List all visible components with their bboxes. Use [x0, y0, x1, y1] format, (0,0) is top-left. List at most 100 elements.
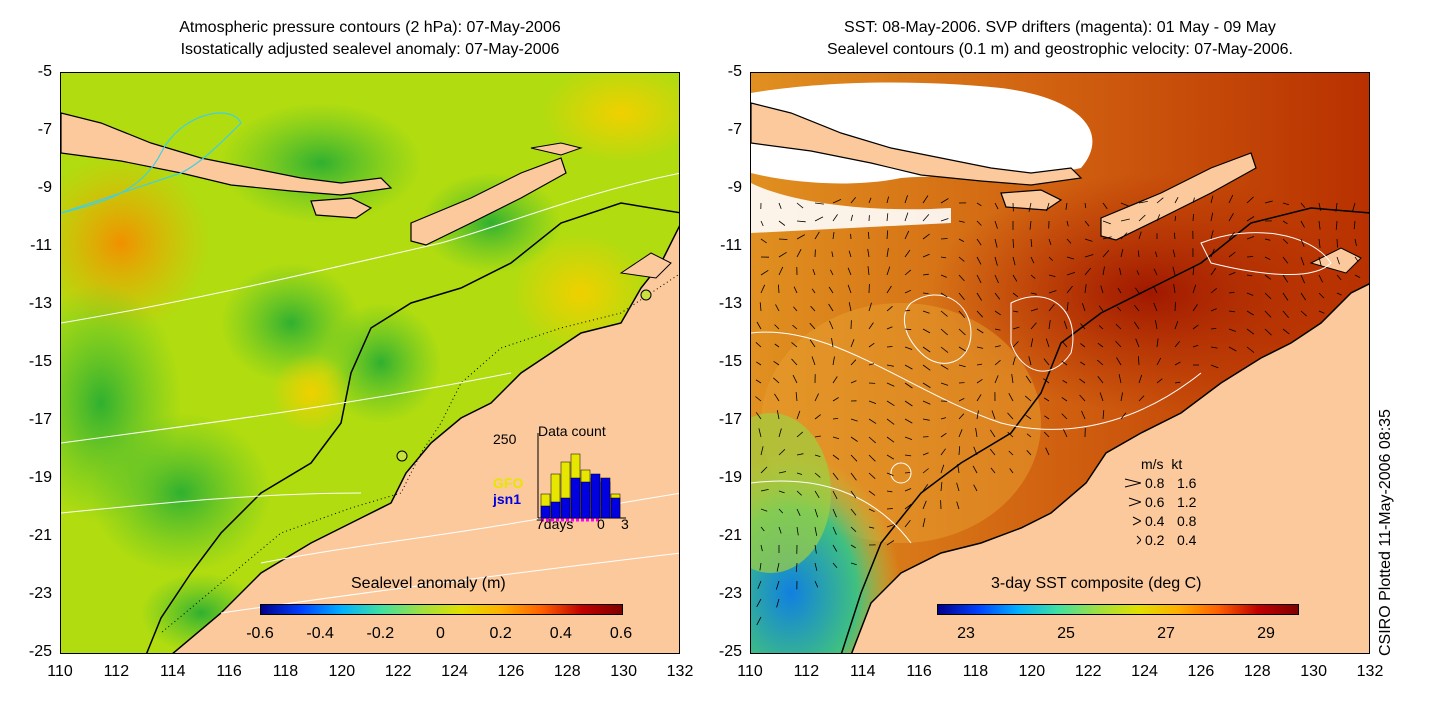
velocity-arrow [1264, 310, 1272, 318]
velocity-arrow [868, 400, 877, 404]
velocity-arrow [796, 249, 802, 258]
velocity-arrow [958, 328, 966, 336]
velocity-arrow [831, 251, 834, 258]
velocity-arrow [1115, 340, 1122, 348]
velocity-arrow [1066, 238, 1072, 244]
velocity-arrow [958, 256, 965, 262]
velocity-arrow [1192, 197, 1195, 204]
velocity-arrow [850, 214, 853, 222]
velocity-arrow [1172, 266, 1176, 276]
velocity-arrow [1282, 238, 1289, 244]
velocity-arrow [814, 544, 817, 554]
velocity-arrow [1335, 202, 1338, 212]
velocity-arrow [1210, 195, 1214, 204]
velocity-arrow [1048, 256, 1053, 261]
left-ytick-10: -25 [28, 643, 52, 660]
sst-cbtick-2: 27 [1157, 625, 1175, 642]
velocity-arrow [1318, 274, 1323, 283]
velocity-arrow [1156, 214, 1161, 222]
legend-kt-value: 0.8 [1177, 513, 1197, 529]
sat2-bar [540, 505, 551, 519]
velocity-arrow [1300, 220, 1305, 228]
velocity-arrow [1098, 325, 1104, 330]
velocity-arrow [1174, 320, 1179, 330]
left-ytick-4: -13 [28, 295, 52, 312]
velocity-arrow [1172, 249, 1176, 258]
legend-row: 0.4 0.8 [1121, 512, 1251, 531]
sat2-bar [580, 481, 591, 519]
velocity-arrow [760, 544, 763, 552]
sst-map-canvas [751, 73, 1369, 653]
velocity-arrow [994, 375, 999, 384]
velocity-arrow [850, 472, 857, 481]
velocity-arrow [904, 309, 911, 312]
velocity-arrow [868, 418, 877, 424]
velocity-arrow [832, 397, 839, 402]
velocity-arrow [1081, 410, 1086, 420]
velocity-arrow [1120, 218, 1130, 222]
velocity-arrow [904, 488, 912, 492]
velocity-arrow [1012, 341, 1019, 348]
velocity-arrow [1246, 328, 1255, 335]
velocity-arrow [1048, 290, 1057, 294]
velocity-arrow [832, 508, 837, 518]
velocity-arrow [796, 234, 805, 240]
velocity-arrow [830, 269, 834, 276]
velocity-arrow [1210, 346, 1218, 349]
data-count-chart [537, 433, 626, 522]
legend-arrow-icon [1121, 531, 1145, 550]
velocity-arrow [1138, 356, 1140, 366]
velocity-arrow [956, 482, 960, 492]
sealevel-map[interactable]: Data count 250 GFO jsn1 7days 0 3 Sealev… [60, 72, 680, 654]
velocity-arrow [811, 356, 816, 366]
velocity-arrow [886, 472, 894, 476]
legend-arrow-icon [1121, 512, 1145, 531]
velocity-arrow [976, 346, 984, 349]
velocity-arrow [796, 526, 799, 536]
velocity-arrow [904, 454, 912, 457]
sealevel-cbtick-0: -0.6 [246, 625, 274, 642]
velocity-arrow [1138, 395, 1145, 402]
velocity-arrow [1079, 378, 1086, 384]
velocity-arrow [994, 359, 1001, 366]
velocity-arrow [1007, 412, 1014, 420]
velocity-arrow [1102, 410, 1105, 420]
right-ytick-1: -7 [727, 121, 742, 138]
sst-map[interactable]: m/s kt 0.8 1.6 0.6 1.2 0.4 0.8 0.2 0.4 3-day SS… [750, 72, 1370, 654]
velocity-arrow [850, 454, 858, 462]
velocity-arrow [1043, 431, 1050, 438]
velocity-arrow [1048, 274, 1056, 277]
velocity-arrow [922, 195, 929, 204]
velocity-arrow [832, 356, 835, 366]
legend-kt-value: 0.4 [1177, 532, 1197, 548]
left-ytick-5: -15 [28, 353, 52, 370]
velocity-arrow [1062, 380, 1068, 384]
sealevel-cbtick-6: 0.6 [609, 625, 633, 642]
legend-ms-value: 0.6 [1145, 494, 1165, 510]
velocity-arrow [975, 428, 978, 438]
velocity-arrow [832, 490, 838, 500]
velocity-arrow [814, 202, 824, 205]
right-xtick-8: 126 [1187, 663, 1215, 680]
left-ytick-6: -17 [28, 411, 52, 428]
velocity-arrow [922, 483, 929, 492]
velocity-arrow [1046, 202, 1050, 212]
velocity-arrow [1008, 393, 1014, 402]
velocity-arrow [868, 526, 875, 529]
velocity-arrow [796, 220, 806, 223]
velocity-arrow [976, 238, 982, 246]
velocity-arrow [1011, 374, 1014, 384]
velocity-arrow [760, 284, 766, 294]
velocity-arrow [774, 324, 780, 330]
velocity-arrow [814, 472, 821, 478]
velocity-arrow [994, 328, 1001, 331]
velocity-arrow [1079, 394, 1086, 402]
velocity-arrow [814, 508, 819, 518]
right-ytick-8: -21 [718, 527, 742, 544]
velocity-arrow [1300, 238, 1305, 247]
velocity-arrow [1009, 468, 1014, 474]
sst-cbtick-1: 25 [1057, 625, 1075, 642]
right-xtick-9: 128 [1243, 663, 1271, 680]
velocity-arrow [760, 446, 764, 456]
velocity-arrow [1192, 304, 1198, 312]
